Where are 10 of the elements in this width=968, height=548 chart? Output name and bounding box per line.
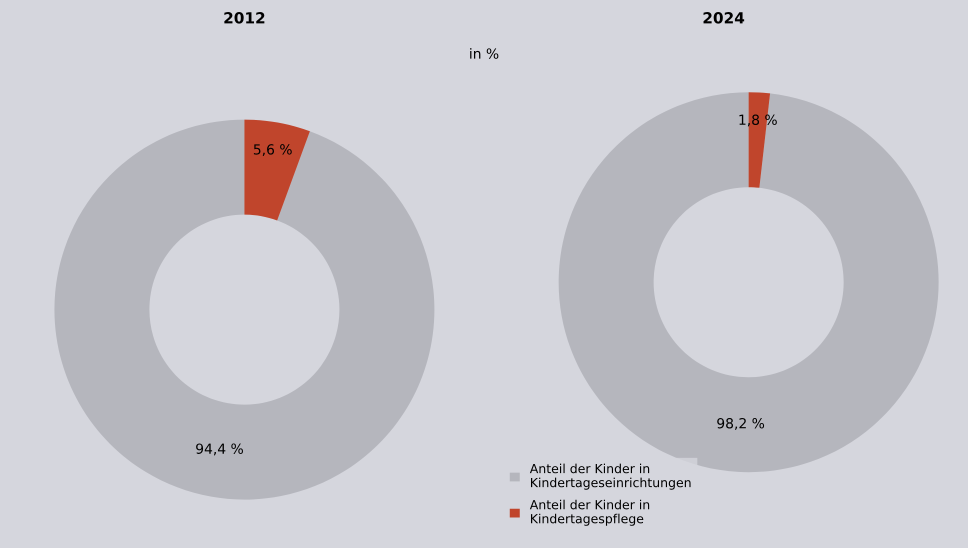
text: in % — [470, 48, 498, 59]
data-label: 98,2 % — [717, 418, 764, 430]
donut-slice — [54, 120, 434, 500]
data-label: 5,6 % — [254, 144, 292, 156]
legend-label: Anteil der Kinder in Kindertageseinrichtungen — [530, 464, 691, 490]
chart-title: 2012 — [224, 12, 264, 24]
legend-label: Anteil der Kinder in Kindertagespflege — [530, 500, 650, 526]
donut-slice — [244, 120, 310, 220]
chart-title: 2024 — [704, 12, 744, 24]
data-label: 94,4 % — [196, 443, 243, 456]
